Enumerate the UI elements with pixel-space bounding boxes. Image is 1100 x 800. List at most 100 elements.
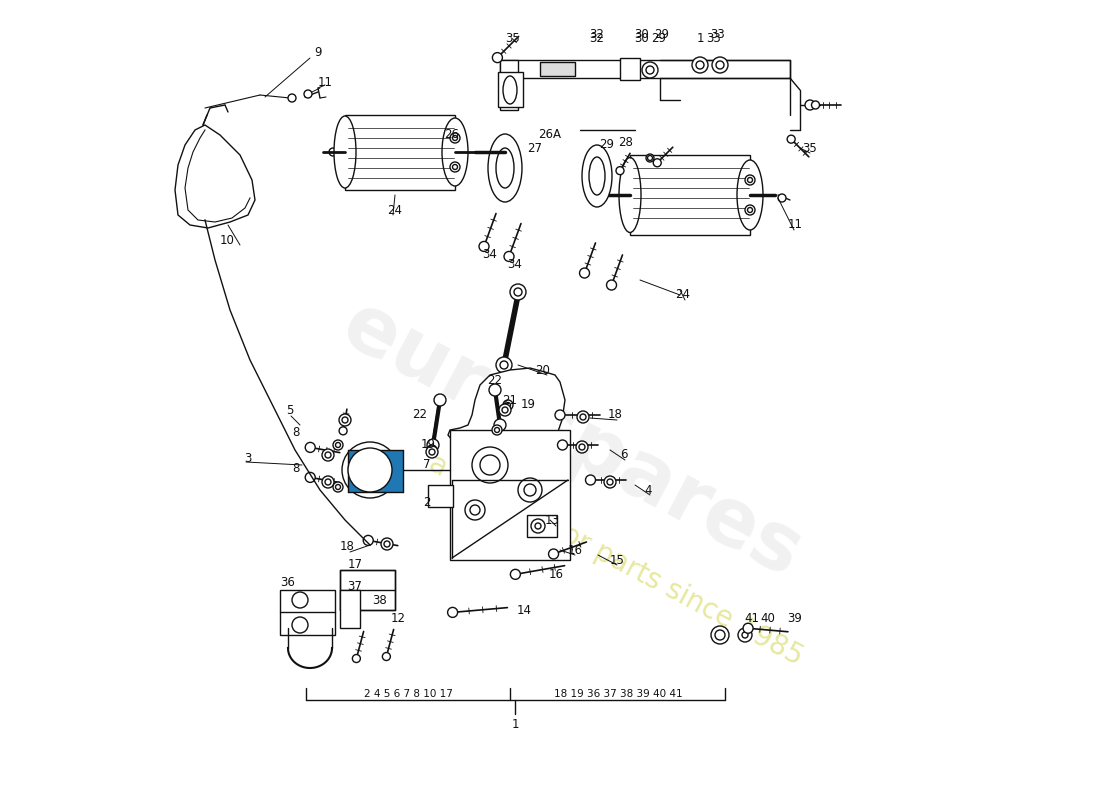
Text: 35: 35 [803,142,817,154]
Ellipse shape [619,158,641,233]
Text: 3: 3 [244,451,252,465]
Circle shape [745,175,755,185]
Text: 32: 32 [590,29,604,42]
Circle shape [348,448,392,492]
Circle shape [549,549,559,559]
Circle shape [324,479,331,485]
Text: 22: 22 [487,374,503,386]
Polygon shape [448,368,565,465]
Circle shape [384,541,390,547]
Circle shape [535,523,541,529]
Circle shape [470,505,480,515]
Circle shape [490,384,500,396]
Bar [540,62,575,76]
Text: 7: 7 [424,458,431,471]
Text: 34: 34 [507,258,522,271]
Bar [428,485,453,507]
Circle shape [434,394,446,406]
Bar [340,590,360,628]
Ellipse shape [496,148,514,188]
Circle shape [429,449,434,455]
Circle shape [450,162,460,172]
Circle shape [426,446,438,458]
Polygon shape [175,125,255,228]
Circle shape [778,194,786,202]
Circle shape [580,268,590,278]
Circle shape [322,449,334,461]
Text: 24: 24 [675,289,691,302]
Bar [348,450,403,492]
Circle shape [363,535,373,546]
Circle shape [646,154,654,162]
Circle shape [478,242,490,251]
Text: 8: 8 [293,462,299,474]
Ellipse shape [334,116,356,188]
Circle shape [510,570,520,579]
Text: 24: 24 [387,203,403,217]
Circle shape [352,654,361,662]
Circle shape [336,442,341,447]
Circle shape [518,478,542,502]
Bar [527,515,557,537]
Circle shape [556,410,565,420]
Circle shape [429,447,434,453]
Circle shape [576,441,588,453]
Circle shape [358,458,382,482]
Text: 19: 19 [520,398,536,411]
Text: 30: 30 [635,31,649,45]
Text: a passion for parts since 1985: a passion for parts since 1985 [425,449,807,671]
Circle shape [472,447,508,483]
Bar [345,115,455,190]
Ellipse shape [582,145,612,207]
Circle shape [342,417,348,423]
Circle shape [579,444,585,450]
Bar [340,570,395,610]
Circle shape [503,400,513,410]
Text: 6: 6 [620,449,628,462]
Ellipse shape [503,76,517,104]
Bar [280,590,336,635]
Text: 34: 34 [483,249,497,262]
Text: 29: 29 [651,31,667,45]
Circle shape [427,445,437,455]
Text: 33: 33 [706,31,722,45]
Circle shape [748,207,752,213]
Circle shape [339,414,351,426]
Text: 26: 26 [444,129,460,142]
Circle shape [578,411,588,423]
Circle shape [742,632,748,638]
Circle shape [288,94,296,102]
Text: 33: 33 [711,29,725,42]
Circle shape [333,482,343,492]
Circle shape [292,617,308,633]
Bar [620,58,640,80]
Text: 41: 41 [745,611,759,625]
Circle shape [450,133,460,143]
Text: 30: 30 [635,29,649,42]
Text: 38: 38 [373,594,387,606]
Text: 21: 21 [503,394,517,406]
Ellipse shape [488,134,522,202]
Circle shape [696,61,704,69]
Circle shape [504,251,514,262]
Text: 16: 16 [549,569,563,582]
Circle shape [329,148,337,156]
Circle shape [499,404,512,416]
Circle shape [524,484,536,496]
Circle shape [304,90,312,98]
Text: 37: 37 [348,581,362,594]
Text: 20: 20 [536,363,550,377]
Circle shape [292,592,308,608]
Text: 39: 39 [788,611,802,625]
Bar [630,155,750,235]
Text: eurospares: eurospares [329,286,815,594]
Circle shape [715,630,725,640]
Circle shape [448,607,458,618]
Text: 18: 18 [340,541,354,554]
Text: 1: 1 [696,31,704,45]
Bar [500,60,790,78]
Text: 18: 18 [607,409,623,422]
Text: 22: 22 [412,409,428,422]
Circle shape [648,155,652,161]
Circle shape [506,402,510,407]
